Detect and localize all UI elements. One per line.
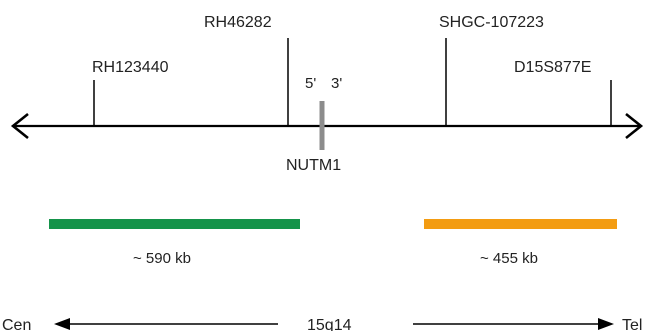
marker-label-d15s877e: D15S877E [514, 59, 591, 76]
orientation-right-label: Tel [622, 317, 642, 331]
probe-bar-telomeric [424, 219, 617, 229]
marker-label-rh123440: RH123440 [92, 59, 169, 76]
gene-name-label: NUTM1 [286, 157, 341, 174]
gene-five-prime-label: 5' [305, 75, 316, 92]
orientation-left-label: Cen [2, 317, 31, 331]
orientation-right-arrowhead [598, 318, 614, 330]
orientation-left-arrowhead [54, 318, 70, 330]
orientation-center-label: 15q14 [307, 317, 352, 331]
probe-bar-centromeric [49, 219, 300, 229]
gene-three-prime-label: 3' [331, 75, 342, 92]
axis-left-arrowhead [10, 112, 29, 140]
probe-size-label-telomeric: ~ 455 kb [480, 250, 538, 267]
axis-right-arrowhead [625, 112, 644, 140]
marker-label-shgc-107223: SHGC-107223 [439, 14, 544, 31]
marker-label-rh46282: RH46282 [204, 14, 272, 31]
probe-size-label-centromeric: ~ 590 kb [133, 250, 191, 267]
